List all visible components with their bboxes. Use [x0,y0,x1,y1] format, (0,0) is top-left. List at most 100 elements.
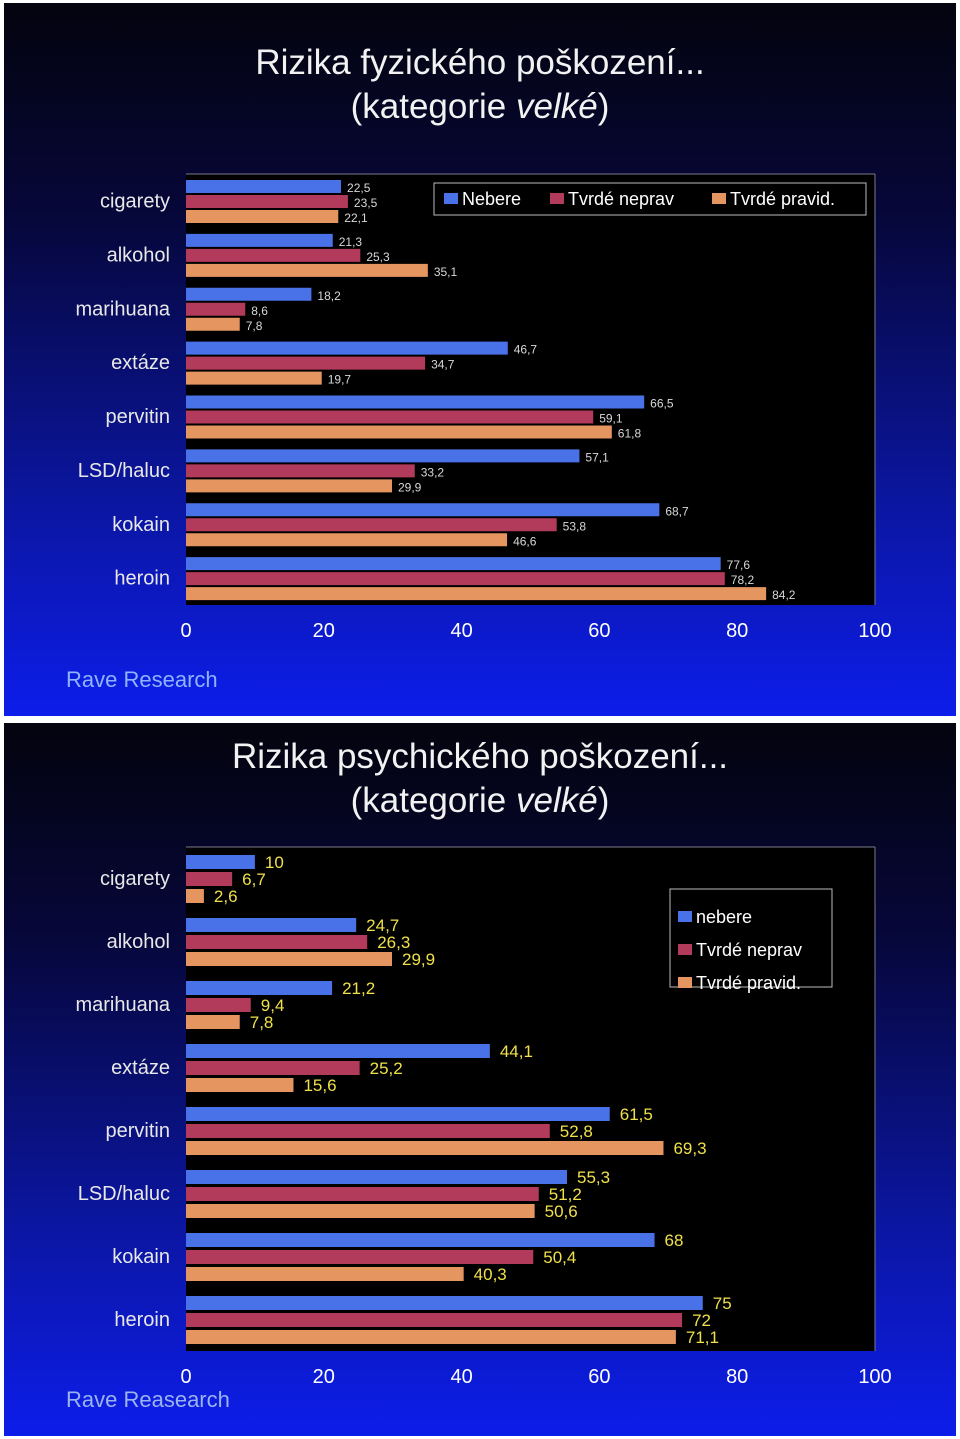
bar [186,872,233,886]
data-label: 40,3 [474,1265,507,1284]
data-label: 21,3 [339,235,363,249]
x-tick-label: 80 [726,1366,748,1388]
category-label: heroin [114,568,170,590]
bar [186,918,357,932]
bar [186,1015,240,1029]
bar [186,1296,703,1310]
data-label: 10 [265,853,284,872]
data-label: 19,7 [328,373,352,387]
category-label: marihuana [75,994,170,1016]
bar [186,410,594,424]
bar [186,233,333,247]
data-label: 33,2 [421,465,445,479]
bar [186,1044,490,1058]
category-label: LSD/haluc [78,1183,170,1205]
category-label: cigarety [100,191,170,213]
category-label: marihuana [75,298,170,320]
bar [186,1187,539,1201]
data-label: 9,4 [261,996,285,1015]
bar [186,180,342,193]
data-label: 18,2 [317,289,341,303]
data-label: 34,7 [431,358,455,372]
bar [186,935,368,949]
category-label: alkohol [107,931,170,953]
bar [186,1233,655,1247]
data-label: 72 [692,1311,711,1330]
bar [186,302,246,316]
data-label: 15,6 [303,1076,336,1095]
chart-title-block: Rizika fyzického poškození... (kategorie… [4,41,956,129]
bar [186,248,361,262]
bar [186,1204,535,1218]
chart-subtitle: (kategorie velké) [350,781,610,820]
data-label: 35,1 [434,265,458,279]
x-tick-label: 40 [450,620,472,642]
data-label: 57,1 [585,450,609,464]
data-label: 66,5 [650,397,674,411]
data-label: 7,8 [250,1013,274,1032]
bar [186,518,557,532]
bar [186,210,339,223]
x-tick-label: 60 [588,1366,610,1388]
x-tick-label: 0 [180,620,191,642]
bar [186,1078,294,1092]
bar [186,557,721,571]
slide-psychic-risk: Rizika psychického poškození... (kategor… [4,723,956,1436]
data-label: 51,2 [549,1185,582,1204]
bar [186,263,428,277]
bar [186,1061,360,1075]
bar [186,341,508,355]
bar [186,395,645,409]
legend-label: Nebere [462,189,521,209]
data-label: 52,8 [560,1122,593,1141]
chart-title: Rizika fyzického poškození... [255,43,705,82]
legend-swatch [444,193,458,204]
bar [186,1141,664,1155]
category-label: kokain [112,514,170,536]
chart-title-block: Rizika psychického poškození... (kategor… [4,735,956,823]
legend-swatch [712,193,726,204]
data-label: 22,5 [347,181,371,195]
bar [186,356,426,370]
x-tick-label: 80 [726,620,748,642]
data-label: 6,7 [242,870,266,889]
x-tick-label: 20 [313,1366,335,1388]
data-label: 29,9 [402,950,435,969]
data-label: 55,3 [577,1168,610,1187]
data-label: 7,8 [246,319,263,333]
data-label: 61,5 [620,1105,653,1124]
bar [186,1330,676,1344]
slide-physical-risk: Rizika fyzického poškození... (kategorie… [4,3,956,716]
legend-swatch [678,977,692,988]
data-label: 8,6 [251,304,268,318]
footer-source: Rave Research [66,667,218,692]
bar [186,572,725,586]
bar [186,317,240,331]
bar [186,1250,534,1264]
bar [186,1267,464,1281]
data-label: 68 [665,1231,684,1250]
data-label: 44,1 [500,1042,533,1061]
bar [186,503,660,517]
category-label: cigarety [100,868,170,890]
data-label: 50,6 [545,1202,578,1221]
data-label: 84,2 [772,588,796,602]
data-label: 68,7 [665,504,689,518]
bar [186,449,580,463]
data-label: 25,2 [370,1059,403,1078]
data-label: 46,7 [514,343,538,357]
legend-box [669,888,833,988]
legend-swatch [678,944,692,955]
bar [186,587,767,601]
category-label: heroin [114,1309,170,1331]
data-label: 77,6 [727,558,751,572]
data-label: 53,8 [563,519,587,533]
bar [186,998,251,1012]
bar [186,371,322,385]
bar [186,889,204,903]
x-tick-label: 20 [313,620,335,642]
chart-title: Rizika psychického poškození... [231,737,729,776]
data-label: 29,9 [398,480,422,494]
category-label: kokain [112,1246,170,1268]
data-label: 23,5 [354,196,378,210]
